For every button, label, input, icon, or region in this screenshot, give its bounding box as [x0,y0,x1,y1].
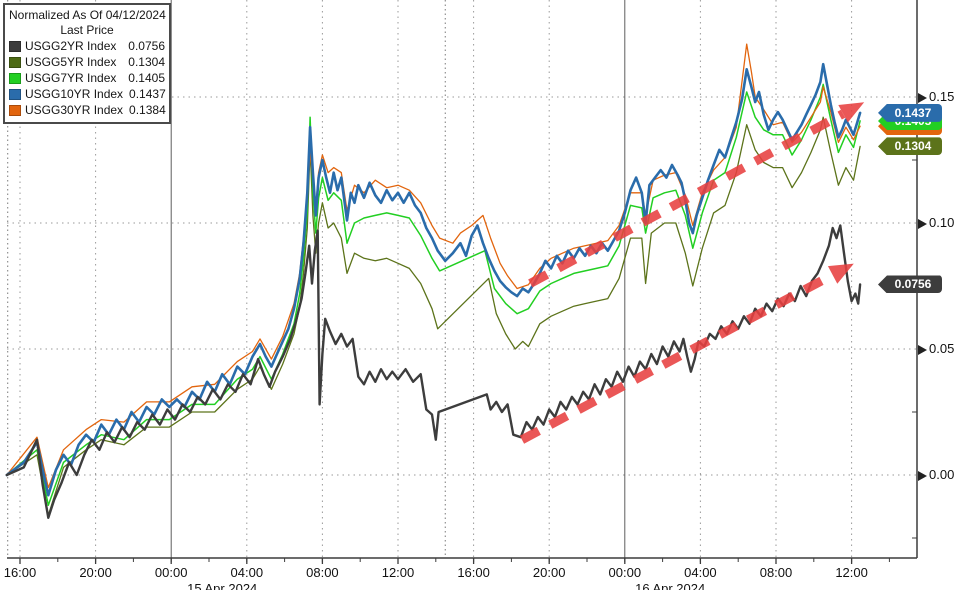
legend-series-value: 0.1384 [129,103,166,117]
series-line-usgg10yr [5,62,862,497]
legend-swatch [9,40,21,52]
series-line-usgg30yr [6,43,861,489]
legend-subtitle: Last Price [60,23,114,37]
legend-series-value: 0.0756 [128,39,165,53]
x-axis-label: 16:00 [457,565,490,580]
legend-swatch [9,104,21,116]
legend-swatch [9,88,21,100]
last-price-badge-usgg5yr: 0.1304 [878,137,942,156]
x-axis-label: 00:00 [608,565,642,580]
legend-series-value: 0.1304 [128,55,165,69]
legend-title: Normalized As Of 04/12/2024 [9,8,166,22]
axis-arrow-icon [918,92,927,103]
legend-item-usgg2yr[interactable]: USGG2YR Index 0.0756 [9,38,165,54]
x-axis-label: 04:00 [684,565,717,580]
x-axis-label: 04:00 [230,565,264,580]
legend-item-usgg10yr[interactable]: USGG10YR Index 0.1437 [9,86,166,102]
legend-series-name: USGG7YR Index [25,71,117,85]
x-axis-label: 16:00 [3,565,37,580]
x-axis-label: 12:00 [835,565,868,580]
x-axis-label: 08:00 [759,565,793,580]
x-axis-label: 20:00 [532,565,566,580]
legend-series-name: USGG5YR Index [25,55,117,69]
trend-arrow [519,263,854,444]
series-line-usgg2yr [5,224,862,519]
legend-series-value: 0.1405 [128,71,165,85]
x-axis-label: 12:00 [381,565,415,580]
legend-series-value: 0.1437 [129,87,166,101]
last-price-badge-usgg10yr: 0.1437 [878,103,942,122]
legend-swatch [9,72,21,84]
x-axis-label: 00:00 [154,565,188,580]
legend-item-usgg5yr[interactable]: USGG5YR Index 0.1304 [9,54,165,70]
x-axis-label: 08:00 [306,565,339,580]
y-axis-label: 0.10 [918,216,954,229]
axis-arrow-icon [918,344,927,355]
y-axis-label: 0.00 [918,468,954,481]
legend-item-usgg7yr[interactable]: USGG7YR Index 0.1405 [9,70,165,86]
date-label: 16 Apr 2024 [635,581,706,590]
y-axis-label: 0.15 [918,90,954,103]
series-line-usgg7yr [6,83,861,506]
last-price-badge-usgg2yr: 0.0756 [878,275,942,294]
legend-series-name: USGG2YR Index [25,39,117,53]
y-axis-label: 0.05 [918,342,954,355]
trend-arrow [528,102,865,288]
legend-swatch [9,56,21,68]
legend-item-usgg30yr[interactable]: USGG30YR Index 0.1384 [9,102,166,118]
legend-series-name: USGG30YR Index [25,103,124,117]
x-axis-label: 20:00 [79,565,112,580]
axis-arrow-icon [918,218,927,229]
legend-series-name: USGG10YR Index [25,87,124,101]
axis-arrow-icon [918,470,927,481]
chart-legend: Normalized As Of 04/12/2024 Last Price U… [3,3,171,124]
date-label: 15 Apr 2024 [187,581,258,590]
